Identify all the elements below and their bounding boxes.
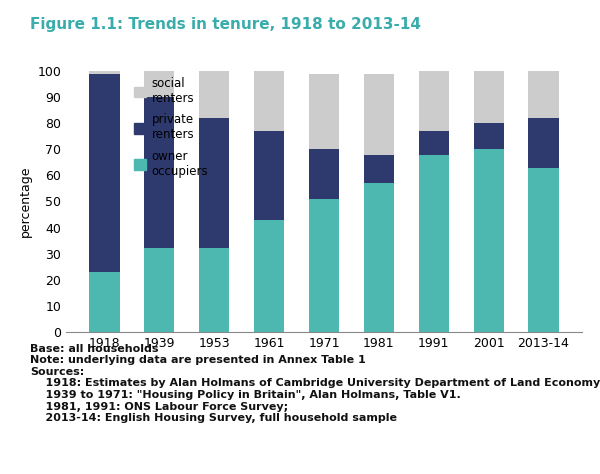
Legend: social
renters, private
renters, owner
occupiers: social renters, private renters, owner o… [134, 77, 208, 178]
Bar [419, 71, 449, 131]
Bar [254, 220, 284, 332]
Bar [529, 168, 559, 332]
Text: Base: all households
Note: underlying data are presented in Annex Table 1
Source: Base: all households Note: underlying da… [30, 344, 600, 423]
Bar [309, 73, 339, 149]
Bar [89, 71, 119, 73]
Bar [364, 155, 394, 183]
Bar [529, 71, 559, 118]
Bar [419, 155, 449, 332]
Bar [89, 73, 119, 272]
Bar [364, 74, 394, 155]
Bar [364, 183, 394, 332]
Bar [145, 71, 175, 97]
Bar [254, 131, 284, 220]
Bar [473, 71, 503, 123]
Bar [199, 118, 229, 248]
Bar [145, 248, 175, 332]
Bar [145, 97, 175, 248]
Bar [89, 272, 119, 332]
Text: Figure 1.1: Trends in tenure, 1918 to 2013-14: Figure 1.1: Trends in tenure, 1918 to 20… [30, 17, 421, 32]
Bar [419, 131, 449, 155]
Bar [309, 149, 339, 199]
Bar [254, 71, 284, 131]
Bar [529, 118, 559, 168]
Y-axis label: percentage: percentage [19, 166, 32, 237]
Bar [309, 199, 339, 332]
Bar [473, 123, 503, 149]
Bar [199, 71, 229, 118]
Bar [199, 248, 229, 332]
Bar [473, 149, 503, 332]
